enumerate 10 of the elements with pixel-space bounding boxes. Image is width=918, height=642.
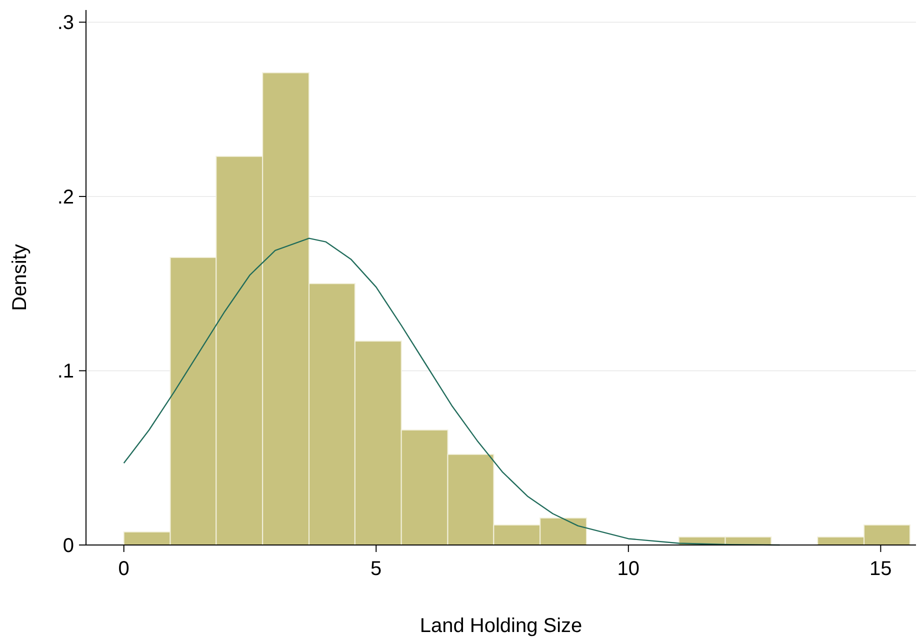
y-tick-label: .1: [57, 360, 74, 383]
x-tick-label: 0: [118, 558, 130, 580]
y-tick-label: .3: [57, 12, 74, 34]
y-tick-label: 0: [62, 535, 74, 557]
y-tick-label: .2: [57, 186, 74, 208]
x-tick-label: 5: [370, 558, 382, 580]
x-axis-title: Land Holding Size: [420, 615, 582, 637]
x-tick-label: 15: [870, 558, 892, 580]
x-tick-label: 10: [617, 558, 640, 580]
y-axis-title: Density: [9, 244, 31, 311]
